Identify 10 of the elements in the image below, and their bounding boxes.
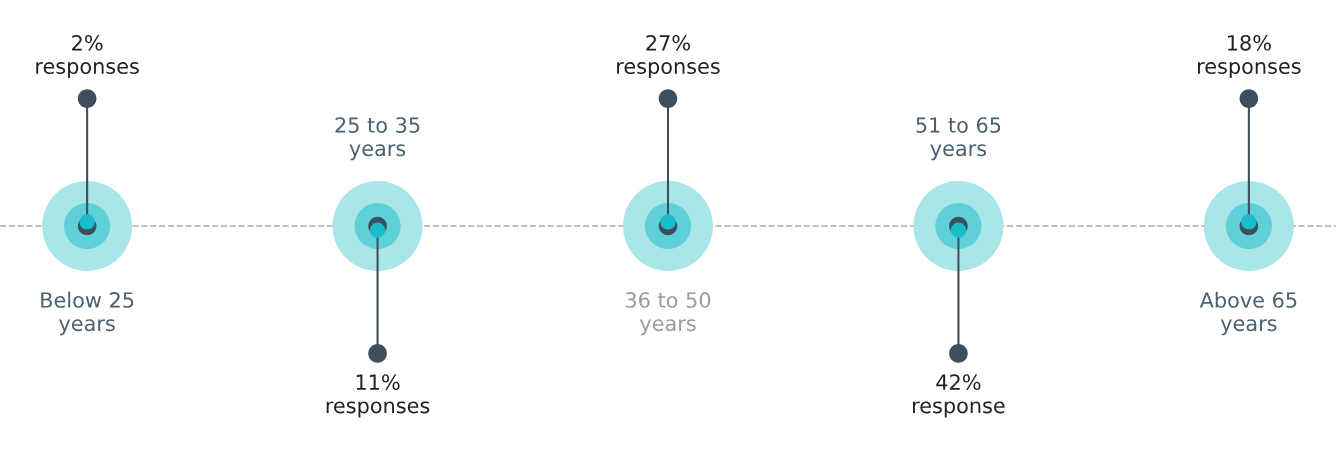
category-label: 51 to 65 years: [916, 117, 1001, 161]
category-label: Below 25 years: [41, 291, 134, 336]
category-label: 25 to 35 years: [335, 117, 420, 161]
category-label: 36 to 50 years: [626, 292, 711, 336]
category-label: Above 65 years: [1199, 291, 1297, 336]
data-label: 2% responses: [36, 34, 139, 79]
data-label: 42% response: [913, 374, 1005, 418]
data-label: 27% responses: [617, 34, 720, 79]
data-label: 11% responses: [326, 374, 430, 418]
data-label: 18% responses: [1198, 34, 1301, 79]
